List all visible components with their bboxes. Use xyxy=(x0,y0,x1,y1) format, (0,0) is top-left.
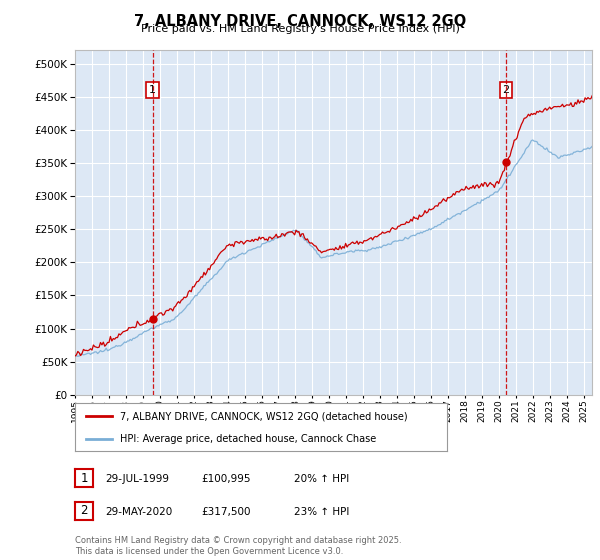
Text: 1: 1 xyxy=(80,472,88,485)
Text: 2: 2 xyxy=(502,85,509,95)
Text: £100,995: £100,995 xyxy=(201,474,251,484)
Text: Price paid vs. HM Land Registry's House Price Index (HPI): Price paid vs. HM Land Registry's House … xyxy=(140,24,460,34)
Text: £317,500: £317,500 xyxy=(201,507,251,517)
Text: 29-MAY-2020: 29-MAY-2020 xyxy=(105,507,172,517)
Text: 29-JUL-1999: 29-JUL-1999 xyxy=(105,474,169,484)
Text: 7, ALBANY DRIVE, CANNOCK, WS12 2GQ (detached house): 7, ALBANY DRIVE, CANNOCK, WS12 2GQ (deta… xyxy=(119,411,407,421)
Text: 1: 1 xyxy=(149,85,156,95)
Text: 23% ↑ HPI: 23% ↑ HPI xyxy=(294,507,349,517)
Text: 7, ALBANY DRIVE, CANNOCK, WS12 2GQ: 7, ALBANY DRIVE, CANNOCK, WS12 2GQ xyxy=(134,14,466,29)
Text: 20% ↑ HPI: 20% ↑ HPI xyxy=(294,474,349,484)
Text: Contains HM Land Registry data © Crown copyright and database right 2025.
This d: Contains HM Land Registry data © Crown c… xyxy=(75,536,401,556)
Text: 2: 2 xyxy=(80,504,88,517)
Text: HPI: Average price, detached house, Cannock Chase: HPI: Average price, detached house, Cann… xyxy=(119,434,376,444)
